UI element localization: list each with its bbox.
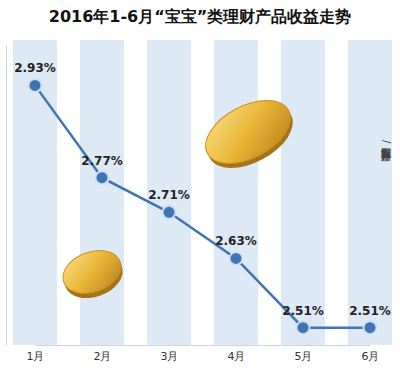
point (163, 206, 176, 219)
data-labels: 2.93% 2.77% 2.71% 2.63% 2.51% 2.51% (14, 61, 391, 317)
point (96, 171, 109, 184)
coin-face (57, 243, 127, 301)
x-tick-label: 6月 (362, 350, 380, 363)
data-label: 2.51% (282, 304, 324, 318)
y-axis (6, 46, 7, 346)
x-tick-label: 1月 (27, 350, 45, 363)
x-axis: 1月 2月 3月 4月 5月 6月 (27, 345, 380, 363)
title: 2016年1-6月“宝宝”类理财产品收益走势 (49, 7, 351, 26)
band (281, 40, 325, 345)
coin (195, 87, 303, 181)
band (147, 40, 191, 345)
chart: 1月 2月 3月 4月 5月 6月 2.93% 2.77% 2.71% 2.63% 2.51% 2.5… (0, 0, 400, 369)
band (348, 40, 392, 345)
x-tick: 2月 (94, 345, 112, 363)
background-bands (13, 40, 392, 345)
x-tick-label: 3月 (161, 350, 179, 363)
coin-face (195, 87, 301, 176)
x-tick: 1月 (27, 345, 45, 363)
x-tick: 6月 (362, 345, 380, 363)
band (80, 40, 124, 345)
x-tick: 4月 (228, 345, 246, 363)
band (214, 40, 258, 345)
x-tick-label: 2月 (94, 350, 112, 363)
x-axis-line (36, 345, 371, 346)
band (13, 40, 57, 345)
x-tick-label: 5月 (295, 350, 313, 363)
y-axis-line (6, 46, 7, 346)
data-label: 2.51% (349, 304, 391, 318)
x-tick: 5月 (295, 345, 313, 363)
data-label: 2.63% (215, 234, 257, 248)
point (297, 321, 310, 334)
point (364, 321, 377, 334)
x-tick-label: 4月 (228, 350, 246, 363)
x-tick: 3月 (161, 345, 179, 363)
data-label: 2.77% (81, 154, 123, 168)
credit: 新京报制图/孙嘉路 (381, 140, 392, 162)
plot-marks (29, 79, 377, 334)
line (35, 85, 370, 327)
point (230, 252, 243, 265)
point (29, 79, 42, 92)
coin (57, 243, 129, 306)
data-label: 2.71% (148, 188, 190, 202)
coin-decorations (57, 87, 303, 305)
data-label: 2.93% (14, 61, 56, 75)
